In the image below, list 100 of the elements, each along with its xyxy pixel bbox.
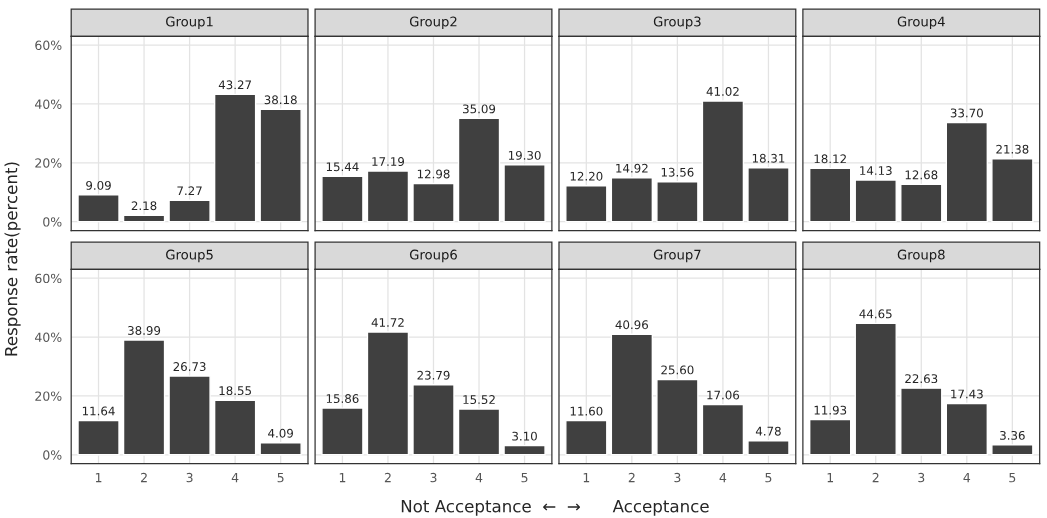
x-tick-label: 2 — [140, 472, 147, 483]
data-label: 4.78 — [755, 426, 781, 436]
data-label: 15.44 — [326, 162, 359, 172]
chart-title: Group2 — [409, 16, 457, 30]
data-label: 3.10 — [512, 431, 537, 441]
data-label: 14.13 — [860, 166, 892, 176]
x-tick-label: 2 — [628, 472, 635, 483]
chart-title: Group1 — [166, 16, 213, 30]
bar — [503, 164, 546, 223]
bar — [747, 167, 790, 223]
data-label: 11.60 — [570, 406, 603, 416]
y-tick-label: 0% — [43, 217, 62, 227]
data-label: 14.92 — [616, 163, 648, 173]
data-label: 41.72 — [371, 318, 404, 327]
bar — [259, 442, 302, 456]
x-tick-label: 3 — [918, 472, 925, 483]
x-tick-label: 2 — [872, 472, 879, 483]
data-label: 38.18 — [264, 95, 297, 105]
y-tick-label: 60% — [35, 273, 62, 284]
data-label: 18.55 — [219, 386, 251, 396]
bar — [900, 387, 943, 456]
bar — [809, 167, 852, 223]
x-axis-title: Not Acceptance ← → Acceptance — [401, 500, 709, 516]
bar — [412, 384, 455, 456]
data-label: 44.65 — [859, 309, 892, 319]
x-tick-label: 3 — [674, 472, 681, 483]
data-label: 11.93 — [814, 405, 847, 415]
x-tick-label: 3 — [186, 472, 193, 483]
bar — [503, 444, 546, 456]
bar — [565, 419, 608, 456]
y-axis-title: Response rate(percent) — [4, 162, 21, 356]
bar — [610, 333, 654, 456]
x-tick-label: 5 — [521, 473, 528, 483]
chart-title: Group3 — [653, 16, 701, 30]
bar — [610, 177, 654, 223]
bar — [809, 418, 852, 456]
chart-title: Group5 — [166, 249, 213, 263]
x-tick-label: 5 — [277, 473, 284, 483]
data-label: 41.02 — [706, 86, 739, 96]
data-label: 7.27 — [177, 186, 202, 196]
x-tick-label: 4 — [475, 473, 483, 483]
bar — [412, 182, 455, 223]
x-tick-label: 4 — [719, 473, 727, 483]
data-label: 22.63 — [905, 374, 938, 384]
bar — [565, 185, 608, 223]
bar — [366, 170, 410, 223]
bar — [77, 419, 120, 456]
data-label: 9.09 — [86, 180, 111, 190]
data-label: 25.60 — [661, 365, 694, 375]
data-label: 40.96 — [615, 320, 648, 330]
y-tick-label: 40% — [35, 99, 62, 109]
bar — [168, 375, 211, 456]
bar — [168, 199, 211, 223]
chart-title: Group4 — [897, 16, 945, 30]
chart-title: Group6 — [409, 249, 457, 263]
data-label: 4.09 — [268, 428, 293, 438]
data-label: 15.86 — [326, 394, 359, 404]
data-label: 18.31 — [752, 153, 785, 163]
y-tick-label: 20% — [35, 391, 62, 401]
x-tick-label: 2 — [384, 472, 391, 483]
data-label: 33.70 — [950, 108, 983, 118]
bar — [457, 117, 501, 223]
data-label: 3.36 — [1000, 430, 1025, 440]
bar — [747, 440, 790, 456]
x-tick-label: 1 — [339, 473, 346, 483]
data-label: 2.18 — [131, 201, 157, 211]
data-label: 19.30 — [508, 150, 541, 160]
bar — [991, 158, 1034, 223]
bar — [656, 378, 699, 456]
data-label: 23.79 — [417, 370, 450, 380]
chart-title: Group7 — [653, 249, 701, 263]
data-label: 12.98 — [417, 169, 450, 179]
bar — [656, 181, 699, 223]
data-label: 17.06 — [707, 390, 740, 400]
y-tick-label: 40% — [35, 332, 62, 342]
bar — [945, 402, 988, 456]
bar — [945, 121, 988, 223]
bar — [321, 407, 364, 456]
x-tick-label: 4 — [231, 473, 239, 483]
data-label: 21.38 — [996, 144, 1029, 154]
bar — [457, 408, 501, 456]
data-label: 17.19 — [372, 157, 405, 167]
x-tick-label: 5 — [765, 473, 772, 483]
x-tick-label: 1 — [95, 473, 102, 483]
data-label: 15.52 — [463, 395, 495, 405]
x-tick-label: 1 — [827, 473, 834, 483]
bar — [213, 93, 257, 223]
chart-title: Group8 — [897, 249, 945, 263]
data-label: 18.12 — [814, 154, 846, 164]
bar — [122, 339, 166, 456]
x-tick-label: 4 — [963, 473, 971, 483]
x-tick-label: 5 — [1009, 473, 1016, 483]
data-label: 12.20 — [570, 171, 603, 181]
bar — [259, 108, 302, 223]
data-label: 26.73 — [173, 362, 206, 372]
bar — [701, 403, 745, 456]
bar — [77, 194, 120, 223]
bar — [991, 444, 1034, 456]
data-label: 13.56 — [661, 167, 694, 177]
y-tick-label: 20% — [35, 158, 62, 168]
